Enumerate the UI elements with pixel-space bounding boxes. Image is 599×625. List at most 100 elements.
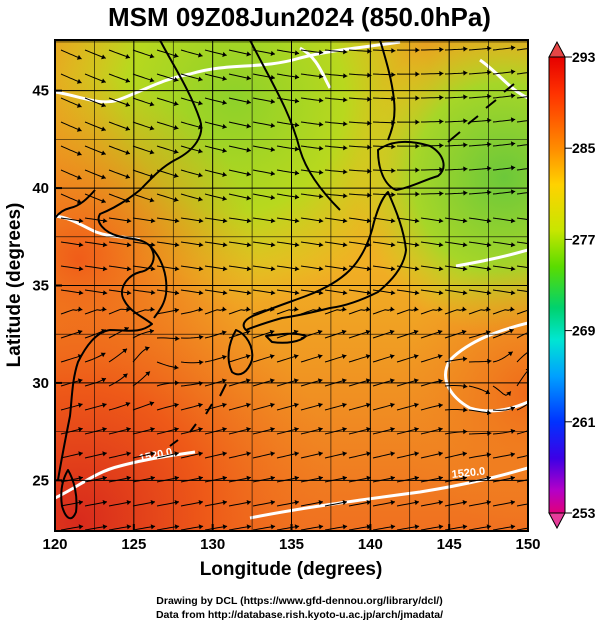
streamline-arrowhead [461,329,467,335]
streamline-arrowhead [198,500,203,506]
streamline-arrowhead [439,191,444,197]
streamline-arrowhead [173,173,179,178]
streamline-arrowhead [342,475,347,481]
streamline-arrowhead [198,172,203,178]
streamline-arrowhead [319,49,324,55]
streamline-arrowhead [149,77,155,83]
streamline-arrowhead [415,95,420,101]
streamline-arrowhead [390,266,396,272]
streamline-arrowhead [390,500,395,506]
colorbar-label: 261 [572,414,596,430]
streamline-arrowhead [270,427,275,432]
streamline-arrowhead [413,378,419,384]
streamline-arrowhead [294,170,300,176]
x-tick-label: 135 [279,536,304,553]
streamline-arrowhead [319,169,324,175]
streamline-arrowhead [102,524,108,530]
streamline-arrowhead [101,102,106,108]
y-axis-ticks: 25 30 35 40 45 [32,83,62,489]
streamline-arrowhead [78,475,83,481]
streamline-arrowhead [150,218,156,224]
streamline-arrowhead [173,77,179,82]
y-axis-title: Latitude (degrees) [4,203,25,368]
streamline-arrowhead [246,290,252,296]
streamline-arrowhead [534,307,538,312]
streamline-arrowhead [318,427,323,432]
streamline-arrowhead [294,475,299,481]
streamline-arrowhead [76,102,82,108]
streamline-arrowhead [486,452,492,458]
streamline-arrowhead [102,451,107,457]
streamline-arrowhead [390,427,395,432]
streamline-arrowhead [270,146,275,152]
streamline-arrowhead [535,189,539,194]
streamline-arrowhead [199,359,204,365]
streamline-arrowhead [246,500,251,506]
streamline-arrowhead [198,306,203,312]
streamline-arrowhead [270,242,276,248]
streamline-arrowhead [76,174,82,180]
streamline-arrowhead [246,171,251,177]
streamline-arrowhead [246,524,252,530]
streamline-arrowhead [366,290,372,296]
page-title: MSM 09Z08Jun2024 (850.0hPa) [108,2,491,32]
streamline-arrowhead [294,242,300,248]
streamline-arrowhead [222,378,227,384]
streamline-arrowhead [294,218,300,224]
streamline-arrowhead [125,78,130,83]
streamline-arrowhead [342,451,347,457]
streamline-arrowhead [102,402,107,408]
streamline-arrowhead [76,54,82,60]
streamline-arrowhead [391,168,396,174]
colorbar: 293 285 277 269 261 253 [548,40,596,530]
streamline-arrowhead [342,427,347,432]
streamline [516,47,528,51]
x-tick-label: 125 [121,536,146,553]
streamline-arrowhead [390,242,396,248]
streamline-arrowhead [174,402,179,408]
streamline-arrowhead [122,373,128,379]
streamline-arrowhead [122,348,127,354]
streamline-arrowhead [174,524,180,530]
streamline-arrowhead [294,427,299,432]
streamline-arrowhead [462,306,467,312]
streamline-arrowhead [102,290,108,296]
streamline-arrowhead [174,475,179,481]
coastlines [55,40,515,520]
streamline [516,265,528,269]
streamline-arrowhead [389,378,395,384]
streamline-arrowhead [174,364,179,370]
streamline-arrowhead [343,145,348,151]
streamline [516,289,528,293]
streamline-arrowhead [198,334,204,340]
streamline-arrowhead [294,146,300,152]
streamline-arrowhead [246,475,251,481]
x-tick-label: 130 [200,536,225,553]
streamline-arrowhead [246,123,251,129]
colorbar-label: 293 [572,49,596,65]
streamline-arrowhead [102,242,108,248]
streamline-arrowhead [438,218,444,224]
streamline-arrowhead [126,451,131,457]
streamline-arrowhead [222,306,227,312]
streamline-arrowhead [438,402,443,409]
streamline-arrowhead [150,524,156,530]
streamline-arrowhead [486,524,492,530]
streamline-arrowhead [343,169,348,175]
streamline-arrowhead [78,290,84,296]
streamline-arrowhead [342,242,348,248]
streamline [516,167,528,171]
y-tick-label: 40 [32,180,49,197]
streamline-arrowhead [149,53,155,59]
streamline-arrowhead [366,500,371,506]
streamline-arrowhead [198,196,203,202]
streamline-arrowhead [101,198,106,204]
streamline-arrowhead [439,143,444,149]
streamline-arrowhead [487,165,492,171]
streamline-arrowhead [414,402,419,408]
streamline-arrowhead [486,218,492,224]
streamline-arrowhead [413,354,419,359]
streamline-arrowhead [414,218,420,224]
streamline-arrowhead [463,94,468,100]
